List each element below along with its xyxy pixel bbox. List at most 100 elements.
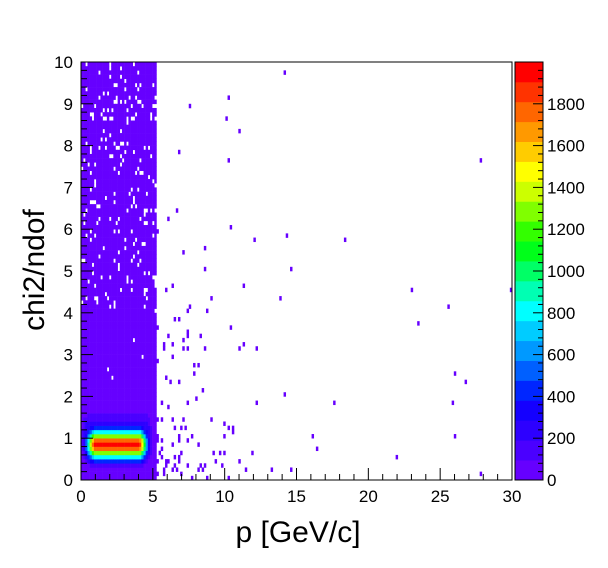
heatmap-cell [111, 291, 114, 297]
heatmap-cell [106, 400, 110, 406]
heatmap-cell [100, 258, 103, 263]
palette-swatch [515, 62, 543, 83]
heatmap-cell [85, 70, 88, 75]
heatmap-cell [121, 95, 125, 100]
heatmap-cell [104, 442, 108, 447]
heatmap-cell [186, 400, 190, 406]
heatmap-cell [132, 312, 136, 318]
heatmap-cell [154, 145, 157, 151]
heatmap-cell [81, 404, 84, 410]
heatmap-cell [93, 128, 97, 134]
heatmap-cell [93, 229, 97, 234]
heatmap-cell [102, 103, 105, 109]
heatmap-cell [117, 383, 121, 389]
heatmap-cell [115, 333, 118, 339]
heatmap-cell [134, 145, 138, 151]
heatmap-cell [98, 124, 101, 130]
heatmap-cell [124, 183, 127, 188]
heatmap-cell [156, 358, 159, 364]
heatmap-cell [106, 103, 110, 109]
heatmap-cell [91, 325, 95, 330]
heatmap-cell [93, 446, 97, 452]
heatmap-cell [115, 245, 118, 251]
heatmap-cell [124, 413, 127, 418]
heatmap-cell [134, 225, 138, 230]
heatmap-cell [113, 204, 116, 209]
heatmap-cell [83, 199, 86, 205]
heatmap-cell [145, 333, 149, 339]
heatmap-cell [126, 325, 129, 330]
heatmap-cell [119, 133, 123, 138]
heatmap-cell [87, 312, 90, 318]
heatmap-cell [117, 174, 121, 180]
heatmap-cell [152, 262, 155, 268]
heatmap-cell [87, 158, 90, 163]
heatmap-cell [147, 195, 151, 201]
heatmap-cell [128, 174, 131, 180]
heatmap-cell [121, 262, 125, 268]
heatmap-cell [132, 429, 136, 435]
heatmap-cell [104, 179, 108, 184]
heatmap-cell [85, 342, 88, 347]
heatmap-cell [145, 199, 149, 205]
heatmap-cell [87, 371, 90, 376]
heatmap-cell [126, 229, 129, 234]
heatmap-cell [109, 195, 112, 201]
heatmap-cell [143, 187, 146, 192]
heatmap-cell [93, 375, 97, 380]
heatmap-cell [154, 262, 157, 268]
heatmap-cell [115, 107, 118, 113]
palette-swatch [515, 101, 543, 123]
heatmap-cell [102, 450, 105, 456]
heatmap-cell [124, 229, 127, 234]
heatmap-cell [154, 258, 157, 263]
heatmap-cell [104, 128, 108, 134]
heatmap-cell [83, 392, 86, 397]
palette-swatch [515, 460, 543, 481]
heatmap-cell [83, 141, 86, 146]
heatmap-cell [89, 166, 93, 171]
heatmap-cell [121, 195, 125, 201]
heatmap-cell [96, 120, 99, 125]
heatmap-cell [87, 375, 90, 380]
heatmap-cell [124, 450, 127, 456]
heatmap-cell [147, 74, 151, 80]
heatmap-cell [128, 237, 131, 243]
heatmap-cell [117, 396, 121, 401]
heatmap-cell [152, 74, 155, 80]
heatmap-cell [106, 66, 110, 71]
heatmap-cell [83, 112, 86, 117]
heatmap-cell [104, 233, 108, 238]
heatmap-cell [130, 450, 134, 456]
heatmap-cell [85, 442, 88, 447]
heatmap-cell [152, 375, 155, 380]
heatmap-cell [106, 350, 110, 355]
heatmap-cell [83, 95, 86, 100]
heatmap-cell [180, 471, 183, 477]
heatmap-cell [141, 446, 144, 452]
heatmap-cell [141, 329, 144, 334]
heatmap-cell [124, 425, 127, 431]
heatmap-cell [85, 162, 88, 167]
heatmap-cell [128, 383, 131, 389]
heatmap-cell [130, 208, 134, 213]
heatmap-cell [89, 99, 93, 105]
heatmap-cell [100, 308, 103, 314]
heatmap-cell [102, 70, 105, 75]
heatmap-cell [130, 388, 134, 393]
heatmap-cell [147, 87, 151, 92]
heatmap-cell [85, 254, 88, 259]
heatmap-cell [119, 208, 123, 213]
heatmap-cell [132, 187, 136, 192]
heatmap-cell [111, 82, 114, 88]
heatmap-cell [126, 70, 129, 75]
heatmap-cell [154, 107, 157, 113]
heatmap-cell [154, 350, 157, 355]
heatmap-cell [141, 183, 144, 188]
heatmap-cell [100, 266, 103, 272]
heatmap-cell [113, 262, 116, 268]
heatmap-cell [115, 183, 118, 188]
heatmap-cell [98, 153, 101, 159]
heatmap-cell [124, 312, 127, 318]
